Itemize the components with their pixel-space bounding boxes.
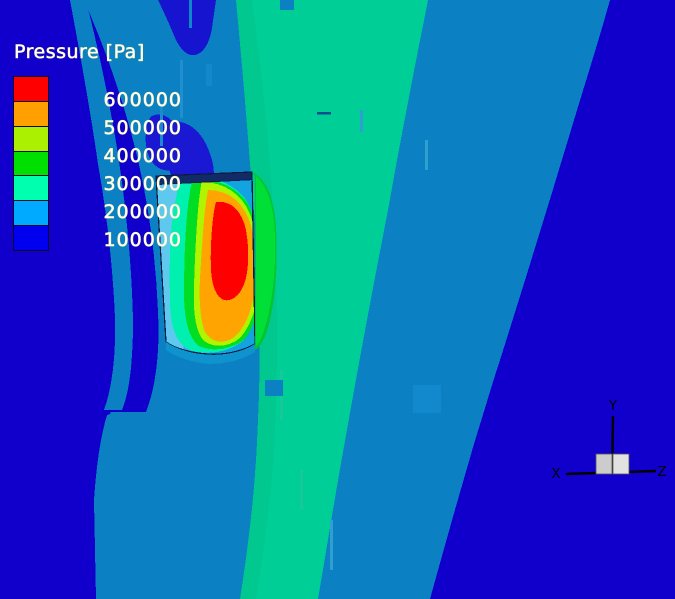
legend-label-400000: 400000 — [103, 145, 182, 167]
body-outline — [155, 171, 256, 355]
origin-cube-left-face — [595, 453, 613, 475]
streak-artifact — [300, 470, 303, 510]
streak-artifact — [413, 385, 441, 413]
streak-artifact — [160, 106, 163, 146]
body-base-shadow — [166, 342, 255, 364]
region-wake-notch — [158, 0, 216, 56]
legend-tick-labels: 600000 500000 400000 300000 200000 10000… — [56, 76, 182, 251]
axis-triad-svg: X Y Z — [552, 399, 667, 482]
legend-colorbar — [13, 76, 49, 251]
colorbar-band-light-blue — [14, 201, 48, 227]
colorbar-band-orange — [14, 101, 48, 127]
axis-label-x: X — [552, 467, 561, 482]
streak-artifact — [189, 0, 192, 28]
origin-cube-right-face — [612, 453, 630, 475]
region-wake-tail — [163, 121, 214, 186]
legend-title: Pressure [Pa] — [14, 41, 145, 64]
pressure-body — [155, 171, 277, 355]
streak-artifact — [425, 140, 428, 170]
legend-label-100000: 100000 — [103, 229, 182, 251]
streak-artifact — [280, 0, 294, 10]
streak-artifact — [265, 380, 283, 396]
streak-artifact — [360, 110, 363, 132]
legend-label-300000: 300000 — [103, 173, 182, 195]
pressure-legend: Pressure [Pa] 600000 500000 400000 30000… — [12, 40, 182, 254]
colorbar-band-blue — [14, 226, 48, 251]
colorbar-band-yellow-green — [14, 126, 48, 152]
legend-label-500000: 500000 — [103, 117, 182, 139]
region-mid-arc-band — [236, 0, 428, 599]
colorbar-band-spring-green — [14, 176, 48, 202]
body-halo-green-inner — [256, 176, 276, 346]
streak-artifact — [330, 520, 333, 570]
legend-body: 600000 500000 400000 300000 200000 10000… — [12, 76, 182, 254]
axis-label-z: Z — [658, 465, 667, 480]
axis-label-y: Y — [608, 399, 617, 414]
body-contour-red-core — [210, 201, 249, 301]
region-teal-band-inner-edge — [236, 0, 277, 599]
legend-label-600000: 600000 — [103, 89, 182, 111]
streak-artifact — [206, 64, 212, 86]
streak-artifact — [180, 60, 183, 118]
colorbar-band-red — [14, 77, 48, 102]
colorbar-band-green — [14, 151, 48, 177]
streak-artifact — [317, 112, 331, 115]
axis-triad: X Y Z — [548, 396, 668, 496]
region-left-midtone-step — [70, 0, 133, 410]
legend-label-200000: 200000 — [103, 201, 182, 223]
